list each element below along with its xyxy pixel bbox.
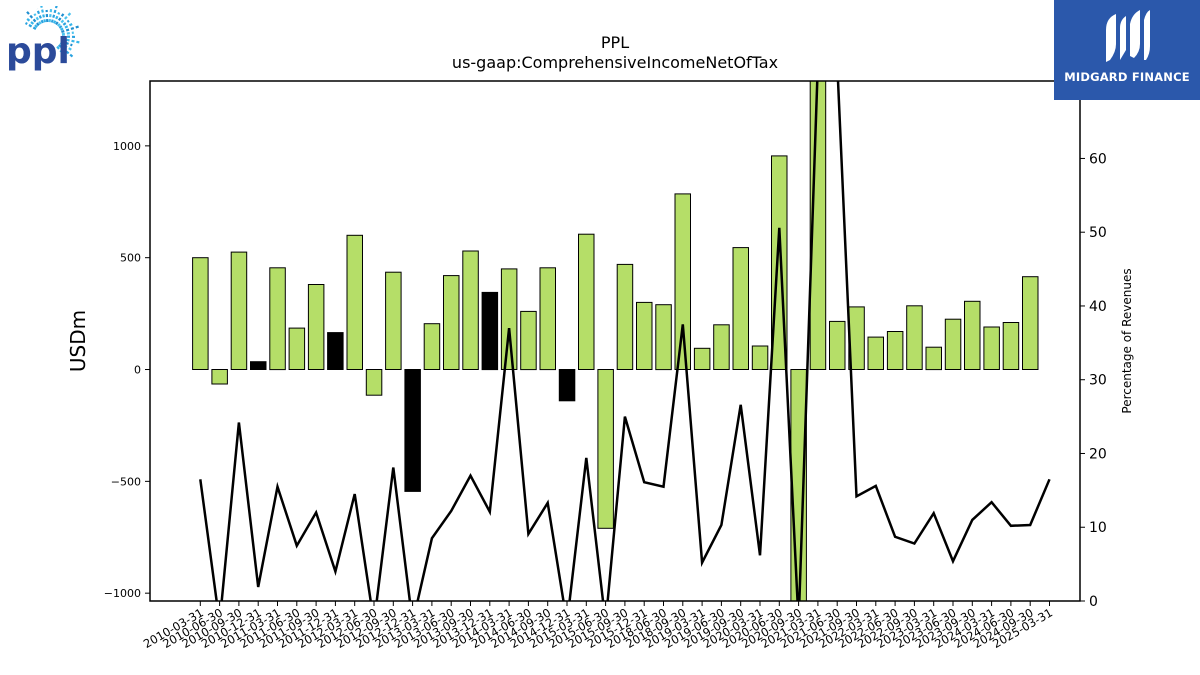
bar-19 xyxy=(558,369,576,402)
y2-tick-label: 10 xyxy=(1089,520,1107,536)
y2-axis-label: Percentage of Revenues xyxy=(1120,268,1134,413)
bar-23 xyxy=(636,301,653,370)
midgard-finance-logo: MIDGARD FINANCE xyxy=(1054,0,1200,100)
bar-1 xyxy=(211,369,228,385)
bar-27 xyxy=(713,324,730,370)
ray xyxy=(55,11,66,26)
ray xyxy=(60,22,75,31)
ray xyxy=(24,16,38,28)
ray xyxy=(50,4,58,23)
bar-37 xyxy=(906,305,923,370)
ray xyxy=(33,13,42,25)
ray xyxy=(61,37,80,44)
ray xyxy=(59,42,74,52)
ray xyxy=(57,44,74,58)
bar-43 xyxy=(1022,276,1039,371)
bar-41 xyxy=(983,326,1000,370)
bar-8 xyxy=(346,234,363,370)
bar-6 xyxy=(307,284,325,370)
ray xyxy=(57,12,72,27)
bar-33 xyxy=(829,320,846,370)
y-axis-left: −1000 −500 0 500 1000 xyxy=(104,140,150,600)
bar-9 xyxy=(365,369,383,396)
y2-tick-label: 20 xyxy=(1089,446,1107,462)
ray xyxy=(53,12,61,24)
bar-38 xyxy=(925,346,942,371)
ppl-logo: ppl xyxy=(4,4,96,76)
bar-17 xyxy=(520,310,537,371)
bar-35 xyxy=(867,336,884,371)
bar-7 xyxy=(327,332,344,371)
bar-2 xyxy=(230,251,248,371)
ray xyxy=(40,4,47,23)
y2-tick-label: 40 xyxy=(1089,299,1107,315)
bar-5 xyxy=(288,327,306,371)
y2-tick-label: 60 xyxy=(1089,151,1107,167)
bar-24 xyxy=(655,304,672,371)
bar-14 xyxy=(462,250,479,370)
ray xyxy=(60,39,73,47)
ray xyxy=(24,22,37,30)
y2-tick-label: 50 xyxy=(1089,225,1107,241)
bar-12 xyxy=(423,323,441,371)
ray xyxy=(26,11,40,27)
bar-15 xyxy=(481,291,499,371)
bar-11 xyxy=(404,369,421,492)
y-tick-label: −1000 xyxy=(104,587,141,600)
y-tick-label: 1000 xyxy=(113,140,141,153)
bar-26 xyxy=(693,347,711,370)
bar-4 xyxy=(269,267,286,371)
brand-name: MIDGARD FINANCE xyxy=(1064,70,1190,84)
ray xyxy=(61,25,79,33)
bar-42 xyxy=(1002,322,1020,370)
y2-tick-label: 0 xyxy=(1089,594,1098,610)
y-tick-label: 500 xyxy=(120,252,141,265)
x-axis: 2010-03-312010-06-302010-09-302010-12-31… xyxy=(141,601,1055,651)
bar-20 xyxy=(578,233,595,370)
bar-21 xyxy=(597,369,614,529)
ppl-sunburst-icon xyxy=(24,4,80,58)
bar-40 xyxy=(964,300,981,370)
bar-0 xyxy=(192,257,209,371)
ray xyxy=(56,45,66,57)
y-tick-label: 0 xyxy=(134,364,141,377)
bar-22 xyxy=(616,263,634,370)
midgard-m-icon xyxy=(1106,10,1150,62)
ray xyxy=(36,8,44,24)
percentage-line xyxy=(199,81,1051,601)
bar-18 xyxy=(539,267,556,371)
bar-25 xyxy=(674,193,691,370)
ray xyxy=(45,9,49,23)
y2-tick-label: 30 xyxy=(1089,373,1107,389)
y-tick-label: −500 xyxy=(111,475,141,488)
bar-13 xyxy=(443,275,460,371)
bar-16 xyxy=(500,268,518,370)
line-layer xyxy=(199,81,1051,601)
chart-title: PPL xyxy=(601,33,629,52)
y-axis-right: 0 10 20 30 40 50 60 xyxy=(1080,151,1107,610)
bar-3 xyxy=(250,361,267,371)
bar-39 xyxy=(944,318,962,371)
bar-10 xyxy=(385,271,402,371)
ray xyxy=(61,35,78,39)
ray xyxy=(58,19,70,29)
plot-frame xyxy=(149,80,1081,602)
chart-subtitle: us-gaap:ComprehensiveIncomeNetOfTax xyxy=(452,53,778,72)
y-axis-label: USDm xyxy=(66,310,90,372)
bar-28 xyxy=(732,247,749,371)
bar-36 xyxy=(886,331,904,370)
ray xyxy=(48,7,53,23)
svg-text:ppl: ppl xyxy=(6,31,70,72)
ray xyxy=(61,31,74,36)
bar-29 xyxy=(751,345,769,370)
